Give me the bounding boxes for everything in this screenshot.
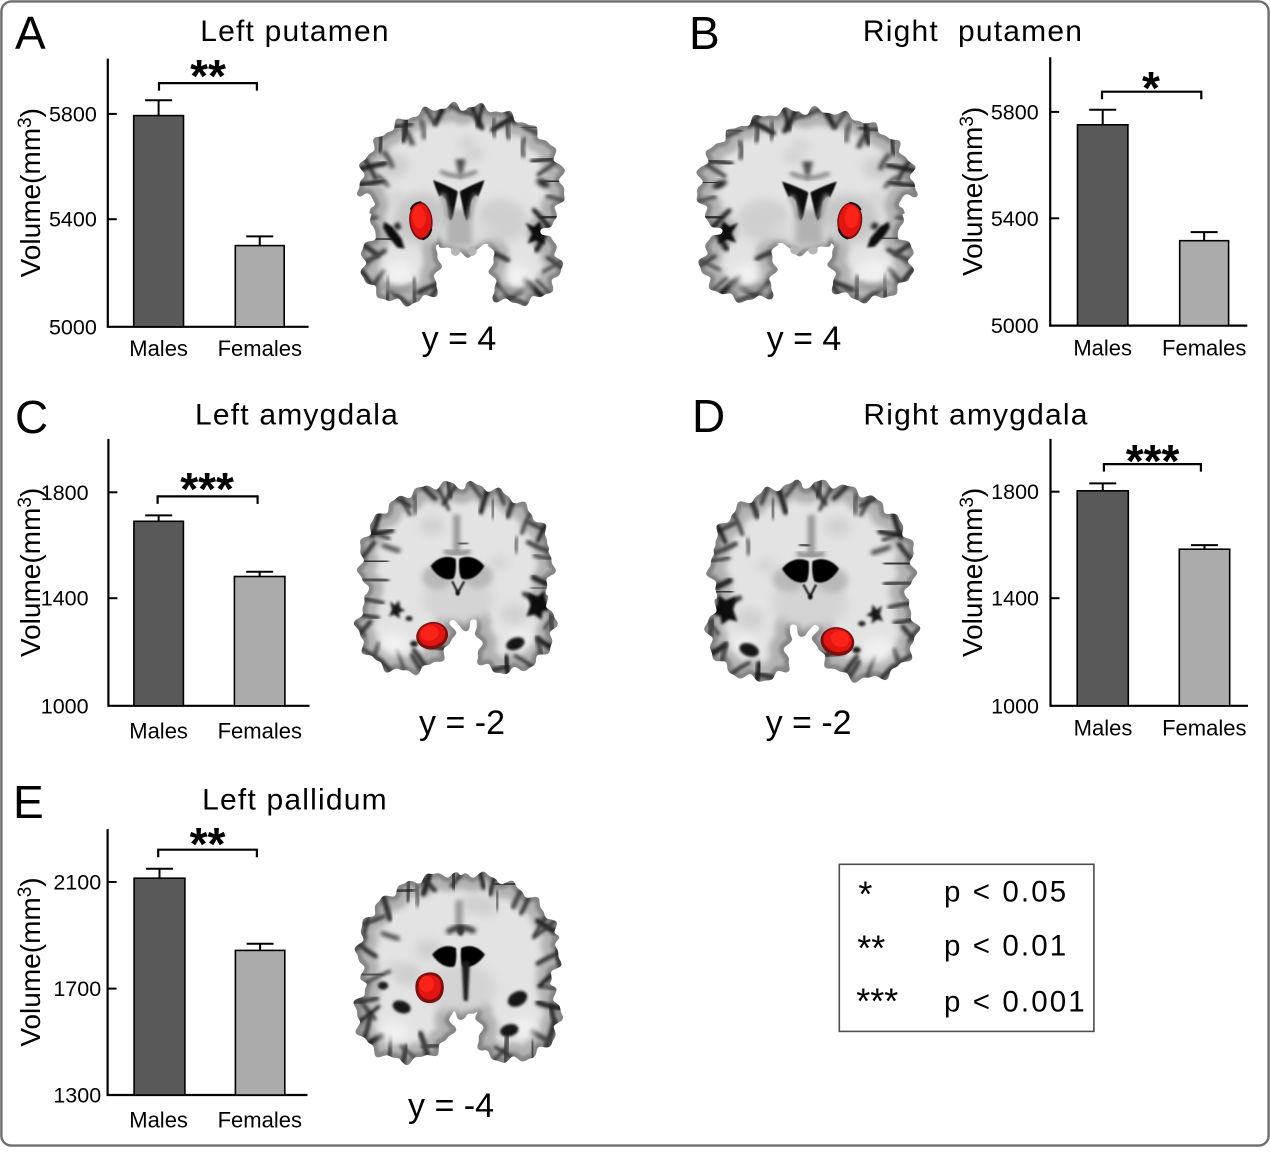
svg-text:1000: 1000 [991,694,1039,718]
svg-text:Females: Females [1162,335,1246,360]
svg-text:C: C [15,391,48,443]
svg-text:Males: Males [1074,716,1133,741]
svg-text:1400: 1400 [41,587,89,611]
svg-text:Volume(mm3): Volume(mm3) [15,108,46,277]
svg-text:Females: Females [218,718,302,743]
svg-text:D: D [692,390,725,442]
svg-text:p < 0.05: p < 0.05 [944,875,1068,908]
svg-text:Volume(mm3): Volume(mm3) [957,488,988,657]
svg-text:1700: 1700 [53,977,101,1001]
svg-text:p < 0.01: p < 0.01 [944,929,1068,962]
svg-text:5000: 5000 [49,315,97,339]
svg-text:1800: 1800 [41,481,89,505]
svg-text:B: B [689,7,720,59]
svg-text:y = 4: y = 4 [422,320,497,358]
svg-text:Volume(mm3): Volume(mm3) [15,488,46,657]
svg-text:5000: 5000 [991,314,1039,338]
svg-text:5800: 5800 [49,102,97,126]
svg-text:Males: Males [129,718,188,743]
svg-text:1400: 1400 [991,587,1039,611]
svg-text:5400: 5400 [49,208,97,232]
svg-text:Males: Males [129,1107,188,1132]
svg-text:Right putamen: Right putamen [863,15,1083,48]
svg-text:y = -2: y = -2 [419,704,505,742]
svg-text:5800: 5800 [991,100,1039,124]
svg-text:***: *** [856,981,898,1022]
svg-text:Females: Females [218,336,302,361]
svg-text:1800: 1800 [991,480,1039,504]
svg-text:Volume(mm3): Volume(mm3) [957,107,988,276]
svg-text:5400: 5400 [991,207,1039,231]
svg-text:Males: Males [1073,335,1132,360]
svg-text:Volume(mm3): Volume(mm3) [15,877,46,1046]
svg-text:Left pallidum: Left pallidum [202,784,388,817]
svg-text:1300: 1300 [53,1084,101,1108]
svg-text:E: E [13,776,44,828]
svg-text:y = 4: y = 4 [767,320,842,358]
svg-text:*: * [1142,62,1160,114]
svg-text:2100: 2100 [53,871,101,895]
svg-text:Females: Females [218,1107,302,1132]
svg-text:**: ** [857,927,885,968]
svg-text:**: ** [190,818,226,870]
svg-text:y = -4: y = -4 [408,1087,494,1125]
svg-text:Left putamen: Left putamen [200,15,390,48]
svg-text:Males: Males [129,336,188,361]
svg-text:Right amygdala: Right amygdala [863,399,1088,432]
svg-text:***: *** [180,463,234,515]
svg-text:Left amygdala: Left amygdala [195,399,399,432]
svg-text:***: *** [1126,435,1180,487]
svg-text:A: A [15,7,46,59]
svg-text:p < 0.001: p < 0.001 [944,986,1087,1019]
svg-text:**: ** [190,50,226,102]
svg-text:y = -2: y = -2 [766,704,852,742]
svg-text:Females: Females [1162,716,1246,741]
svg-text:1000: 1000 [41,694,89,718]
svg-text:*: * [858,873,872,914]
